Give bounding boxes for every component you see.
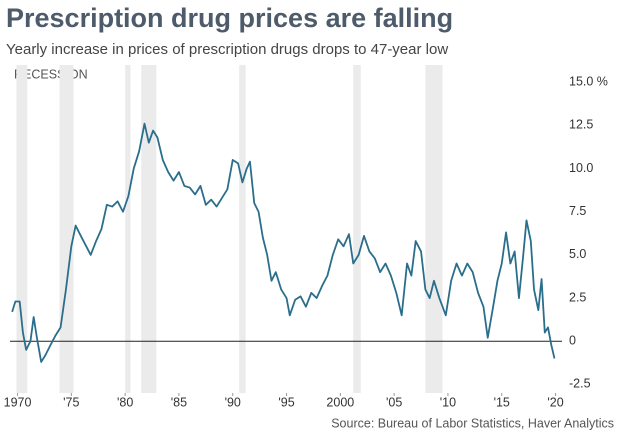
x-tick-label: 1970 [4, 395, 32, 409]
x-tick-label: '05 [386, 395, 402, 409]
x-tick-label: '95 [278, 395, 294, 409]
recession-band [16, 65, 28, 393]
x-tick-label: '85 [171, 395, 187, 409]
x-tick-label: '20 [547, 395, 563, 409]
y-tick-label: 0 [569, 334, 576, 348]
series-line [11, 122, 556, 363]
y-tick-label: 2.5 [569, 290, 586, 304]
x-tick-label: '80 [117, 395, 133, 409]
y-tick-label: 5.0 [569, 247, 586, 261]
y-tick-label: 12.5 [569, 118, 593, 132]
recession-band [59, 65, 74, 393]
y-tick-label: -2.5 [569, 377, 591, 391]
chart-title: Prescription drug prices are falling [6, 3, 453, 33]
x-tick-label: '10 [440, 395, 456, 409]
x-tick-label: '90 [225, 395, 241, 409]
recession-band [125, 65, 131, 393]
recession-band [353, 65, 361, 393]
chart-subtitle: Yearly increase in prices of prescriptio… [6, 41, 448, 58]
x-tick-label: '15 [494, 395, 510, 409]
y-tick-label: 15.0 % [569, 75, 608, 89]
y-tick-label: 10.0 [569, 161, 593, 175]
recession-band [425, 65, 443, 393]
y-tick-label: 7.5 [569, 204, 586, 218]
x-tick-label: 2000 [326, 395, 354, 409]
x-tick-label: '75 [63, 395, 79, 409]
source: Source: Bureau of Labor Statistics, Have… [331, 416, 614, 430]
recession-band [141, 65, 157, 393]
recession-band [239, 65, 246, 393]
